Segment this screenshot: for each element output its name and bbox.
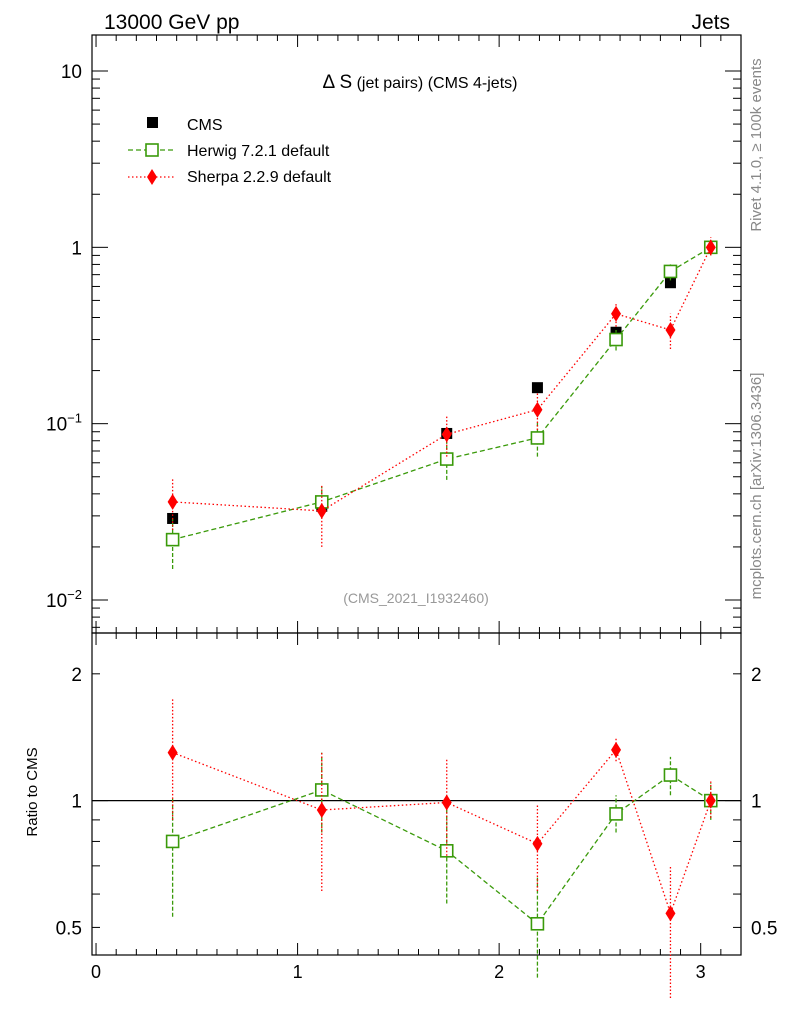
ratio-sherpa-point bbox=[705, 792, 716, 809]
main-axes: 10 1 10−1 10−2 bbox=[46, 35, 742, 633]
ratio-herwig-point bbox=[663, 768, 678, 782]
ratio-sherpa-point bbox=[167, 744, 178, 761]
ratio-series-layer bbox=[165, 698, 718, 998]
main-sherpa-point bbox=[611, 305, 622, 322]
main-sherpa-point bbox=[532, 401, 543, 418]
main-y-tick-label: 10−2 bbox=[46, 587, 82, 612]
legend-herwig-label: Herwig 7.2.1 default bbox=[187, 143, 330, 160]
ratio-y-tick-label: 0.5 bbox=[56, 918, 82, 939]
main-sherpa-point bbox=[705, 239, 716, 256]
main-herwig-point bbox=[609, 332, 623, 347]
main-cms-point bbox=[664, 277, 676, 289]
ratio-herwig-point bbox=[530, 916, 545, 931]
main-sherpa-point bbox=[316, 502, 327, 519]
ratio-y-tick-label: 1 bbox=[71, 792, 82, 813]
main-cms-point bbox=[531, 382, 543, 394]
header-jets-label: Jets bbox=[691, 11, 730, 34]
legend-cms-label: CMS bbox=[187, 117, 223, 134]
main-sherpa-line bbox=[172, 247, 712, 512]
main-herwig-line bbox=[172, 246, 712, 541]
main-herwig-point bbox=[663, 264, 678, 279]
legend-sherpa-label: Sherpa 2.2.9 default bbox=[187, 169, 332, 186]
ratio-y-tick-label-right: 0.5 bbox=[751, 918, 777, 939]
legend: CMS Herwig 7.2.1 default Sherpa 2.2.9 de… bbox=[128, 117, 332, 186]
ratio-y-tick-label-right: 1 bbox=[751, 792, 762, 813]
main-sherpa-point bbox=[167, 493, 178, 510]
ratio-x-tick-label: 2 bbox=[494, 962, 504, 982]
main-herwig-point bbox=[439, 452, 454, 466]
ratio-sherpa-point bbox=[611, 741, 622, 758]
ratio-y-tick-label: 2 bbox=[71, 665, 82, 686]
ratio-plot-frame bbox=[91, 632, 742, 956]
legend-cms-marker bbox=[147, 117, 158, 128]
ratio-axes: 0 1 2 3 2 2 1 1 0.5 0.5 bbox=[56, 633, 777, 982]
ratio-x-tick-label: 3 bbox=[696, 962, 706, 982]
rivet-version-label: Rivet 4.1.0, ≥ 100k events bbox=[748, 58, 765, 231]
header-energy-label: 13000 GeV pp bbox=[104, 11, 239, 34]
ratio-x-tick-label: 0 bbox=[91, 962, 101, 982]
main-y-tick-label: 1 bbox=[71, 238, 82, 259]
analysis-id-label: (CMS_2021_I1932460) bbox=[343, 590, 489, 606]
ratio-sherpa-point bbox=[441, 794, 452, 811]
legend-sherpa-marker bbox=[147, 169, 157, 185]
ratio-sherpa-point bbox=[665, 905, 676, 922]
main-y-tick-label: 10 bbox=[61, 62, 82, 83]
main-y-tick-label: 10−1 bbox=[46, 411, 82, 436]
main-sherpa-point bbox=[665, 321, 676, 338]
ratio-x-tick-label: 1 bbox=[293, 962, 303, 982]
ratio-sherpa-line bbox=[172, 748, 712, 916]
main-series-layer bbox=[165, 237, 718, 569]
main-herwig-point bbox=[165, 532, 180, 547]
ratio-y-tick-label-right: 2 bbox=[751, 665, 762, 686]
ratio-herwig-point bbox=[609, 807, 623, 821]
ratio-axis-label: Ratio to CMS bbox=[24, 747, 41, 836]
mcplots-source-label: mcplots.cern.ch [arXiv:1306.3436] bbox=[748, 373, 765, 600]
plot-title: Δ S (jet pairs) (CMS 4-jets) bbox=[323, 72, 518, 93]
main-herwig-point bbox=[530, 431, 545, 445]
ratio-herwig-point bbox=[165, 834, 180, 849]
ratio-sherpa-point bbox=[316, 801, 327, 818]
ratio-sherpa-point bbox=[532, 835, 543, 852]
legend-herwig-marker bbox=[145, 143, 159, 157]
main-sherpa-point bbox=[441, 426, 452, 443]
